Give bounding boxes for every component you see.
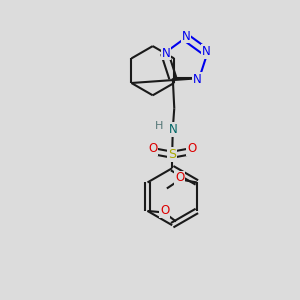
Text: N: N [194, 73, 202, 86]
Text: O: O [187, 142, 196, 155]
Text: H: H [155, 121, 164, 130]
Text: O: O [160, 205, 170, 218]
Text: N: N [202, 45, 210, 58]
Text: N: N [162, 46, 170, 59]
Text: N: N [182, 29, 190, 43]
Text: O: O [175, 172, 184, 184]
Text: O: O [148, 142, 157, 155]
Text: N: N [168, 123, 177, 136]
Text: S: S [168, 148, 176, 161]
